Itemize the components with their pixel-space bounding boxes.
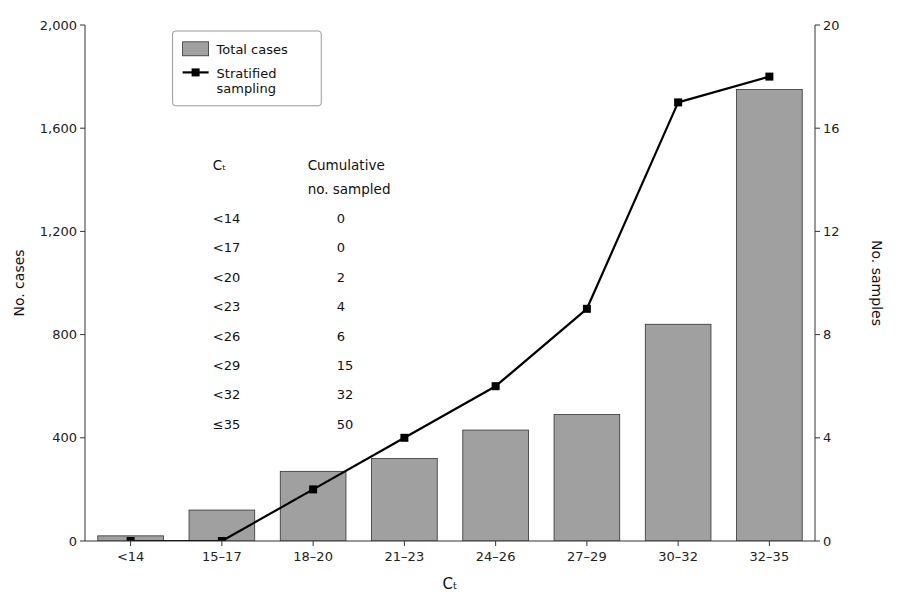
table-cell: 15: [337, 358, 354, 373]
legend-label: Stratifiedsampling: [217, 66, 277, 97]
x-tick: [221, 541, 222, 546]
table-cell: <14: [213, 211, 240, 226]
y2-tick: [815, 128, 820, 129]
y-tick: [80, 541, 85, 542]
table-cell: 2: [337, 270, 345, 285]
y-tick: [80, 437, 85, 438]
y2-tick: [815, 334, 820, 335]
bar: [737, 90, 803, 542]
table-cell: ≤35: [213, 417, 240, 432]
table-annotation: Cₜ Cumulative no. sampled <14 0 <17 0 <20 2 <23 4 <…: [213, 157, 391, 432]
table-header: Cₜ: [213, 157, 226, 173]
marker: [583, 305, 591, 313]
legend-frame: [173, 31, 322, 106]
x-tick-label: 32–35: [750, 549, 790, 564]
x-tick: [313, 541, 314, 546]
x-axis-label: Cₜ: [443, 575, 458, 593]
data-layer: [98, 73, 802, 541]
y-tick-label: 2,000: [40, 18, 77, 33]
table-cell: <23: [213, 299, 240, 314]
chart-svg: <14 15–17 18–20 21–23 24–26 27–29 30–32 32–35 0 4…: [0, 0, 900, 603]
y2-axis-label: No. samples: [869, 240, 885, 326]
bar: [645, 324, 711, 541]
marker: [674, 98, 682, 106]
y2-tick-label: 16: [823, 121, 840, 136]
text-line: Stratified: [217, 66, 277, 81]
axes: <14 15–17 18–20 21–23 24–26 27–29 30–32 32–35 0 4…: [11, 18, 885, 594]
y2-tick-label: 20: [823, 18, 840, 33]
x-axis-line: [85, 541, 815, 542]
y2-tick: [815, 25, 820, 26]
line: [131, 77, 770, 541]
table-cell: 0: [337, 211, 345, 226]
x-tick-label: 27–29: [567, 549, 607, 564]
bar: [554, 415, 620, 541]
table-cell: 6: [337, 329, 345, 344]
table-cell: 50: [337, 417, 354, 432]
y-tick-label: 1,600: [40, 121, 77, 136]
y-tick: [80, 231, 85, 232]
x-tick-label: <14: [117, 549, 144, 564]
background: [0, 0, 900, 603]
table-header: Cumulative: [308, 157, 385, 173]
y-axis-line: [85, 25, 86, 541]
y2-tick: [815, 437, 820, 438]
legend-swatch: [183, 42, 209, 56]
text-line: sampling: [217, 81, 276, 96]
table-header: no. sampled: [308, 181, 391, 197]
table-cell: <32: [213, 387, 240, 402]
x-tick-label: 30–32: [658, 549, 698, 564]
x-tick: [586, 541, 587, 546]
y-tick-label: 800: [52, 327, 77, 342]
y2-axis-line: [815, 25, 816, 541]
y-tick: [80, 128, 85, 129]
table-cell: <20: [213, 270, 240, 285]
legend-label: Total cases: [216, 42, 288, 57]
x-tick: [495, 541, 496, 546]
bar: [189, 510, 255, 541]
legend: Total cases Stratifiedsampling: [173, 31, 322, 106]
marker: [218, 537, 226, 541]
y2-tick-label: 0: [823, 534, 831, 549]
x-tick-label: 15–17: [202, 549, 242, 564]
x-tick-label: 21–23: [385, 549, 425, 564]
marker: [492, 382, 500, 390]
y-tick: [80, 25, 85, 26]
y2-tick-label: 8: [823, 327, 831, 342]
table-cell: 32: [337, 387, 354, 402]
table-cell: 4: [337, 299, 345, 314]
table-cell: <26: [213, 329, 240, 344]
y2-tick-label: 12: [823, 224, 840, 239]
x-tick: [130, 541, 131, 546]
x-tick: [678, 541, 679, 546]
table-cell: 0: [337, 240, 345, 255]
table-cell: <29: [213, 358, 240, 373]
marker: [765, 73, 773, 81]
x-tick: [769, 541, 770, 546]
marker: [400, 434, 408, 442]
y-axis-label: No. cases: [11, 249, 27, 316]
marker: [309, 485, 317, 493]
y2-tick: [815, 541, 820, 542]
y2-tick: [815, 231, 820, 232]
bar: [463, 430, 529, 541]
table-cell: <17: [213, 240, 240, 255]
bar: [372, 458, 438, 541]
y2-tick-label: 4: [823, 430, 831, 445]
y-tick-label: 400: [52, 430, 77, 445]
marker: [127, 537, 135, 541]
chart-container: <14 15–17 18–20 21–23 24–26 27–29 30–32 32–35 0 4…: [0, 0, 900, 603]
x-tick-label: 24–26: [476, 549, 516, 564]
y-tick: [80, 334, 85, 335]
x-tick-label: 18–20: [293, 549, 333, 564]
y-tick-label: 0: [69, 534, 77, 549]
legend-marker: [192, 68, 200, 76]
x-tick: [404, 541, 405, 546]
y-tick-label: 1,200: [40, 224, 77, 239]
bar: [280, 471, 346, 541]
